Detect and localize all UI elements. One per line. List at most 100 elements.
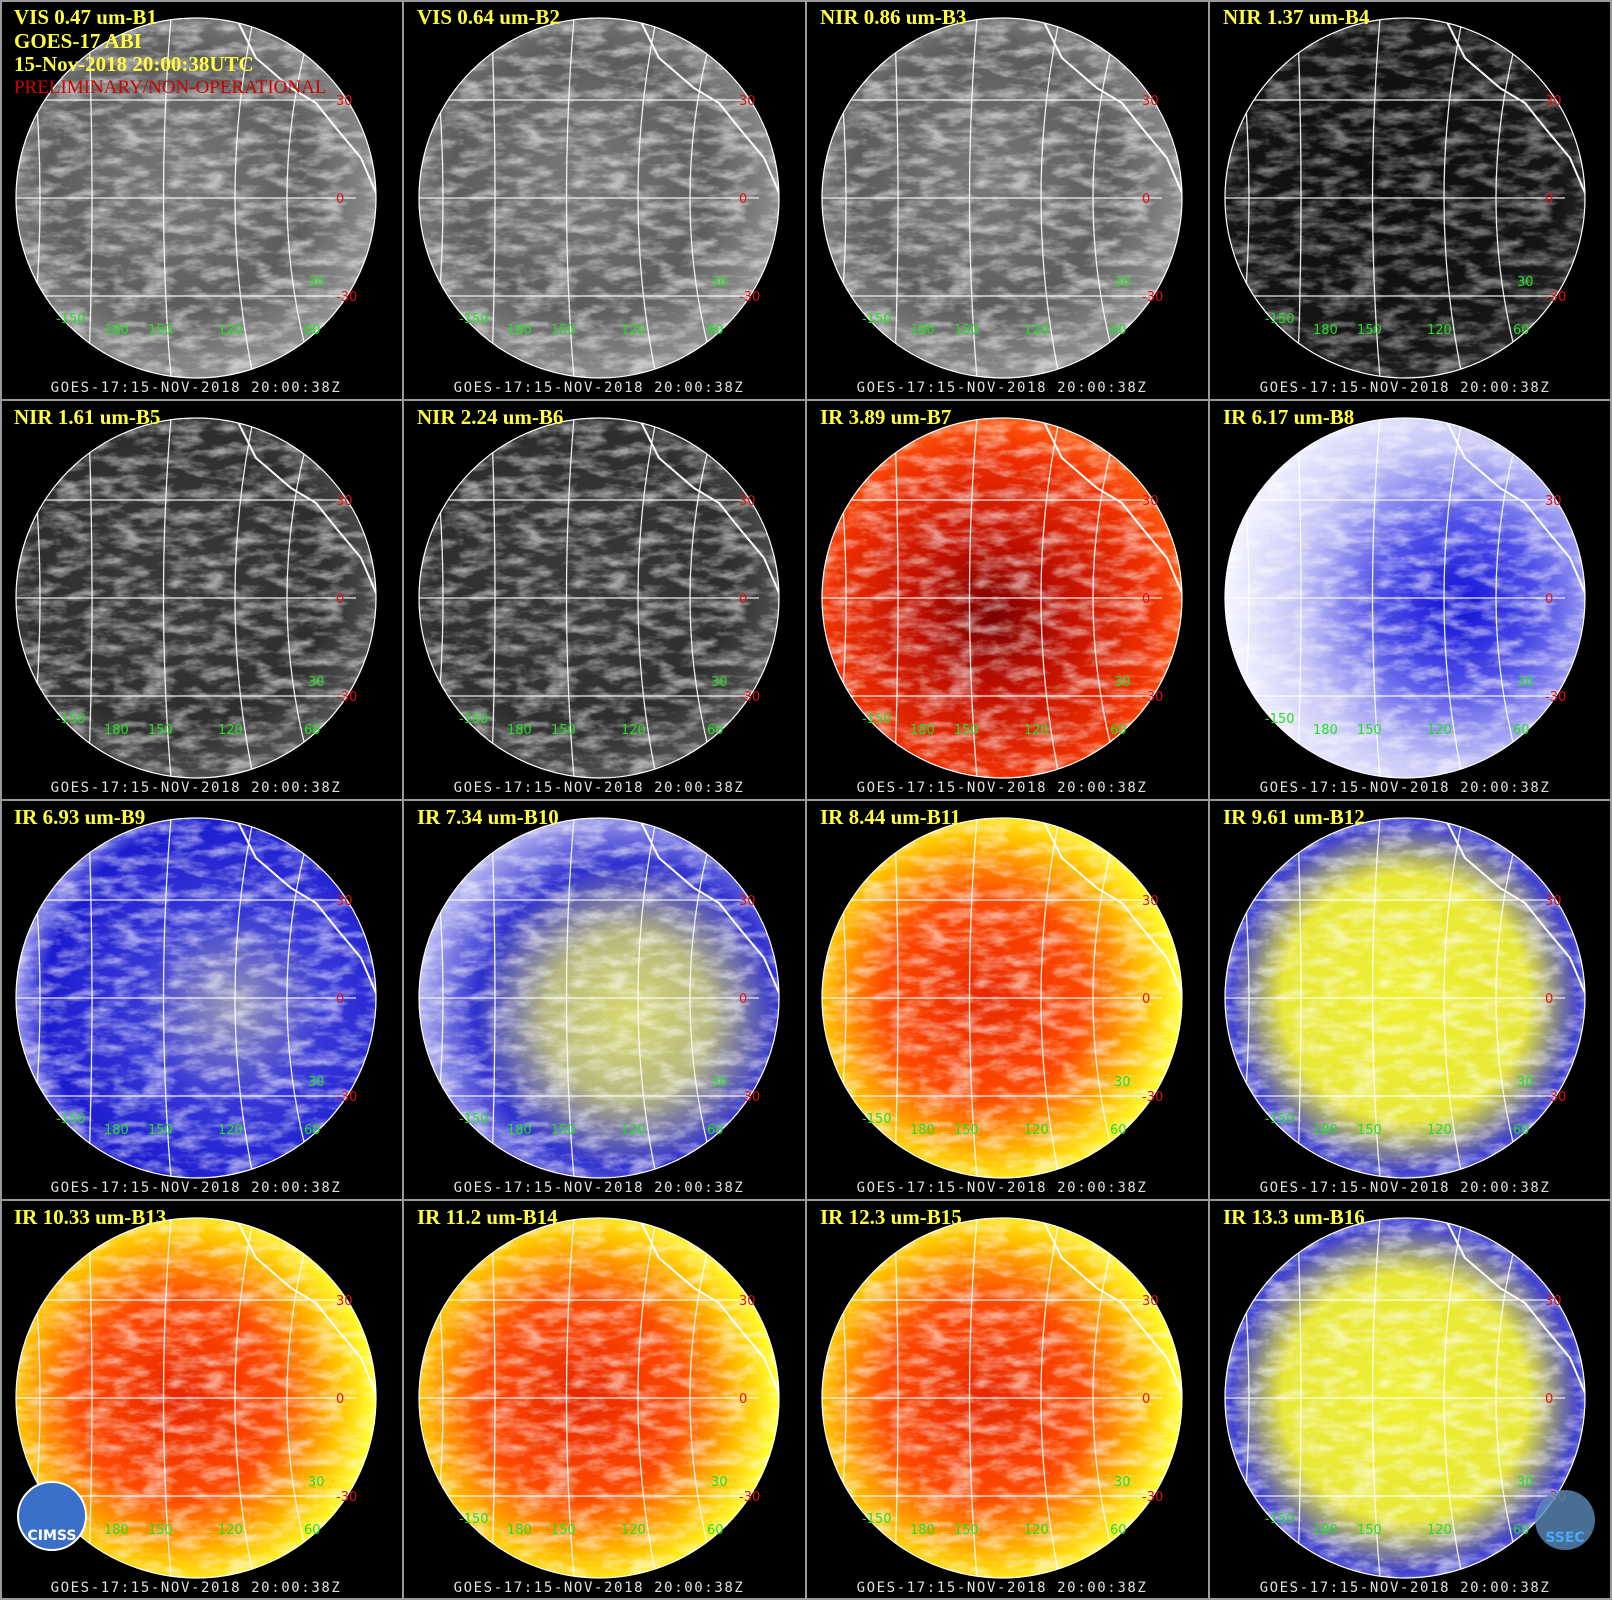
band-panel: 30 0 -30 30 -150 180 150 120 60 IR 6.17 um-B8 GOES…: [1223, 405, 1586, 796]
logo-badge: [17, 1481, 87, 1551]
longitude-label: 180: [507, 1523, 532, 1538]
latitude-label: 30: [739, 1294, 756, 1309]
meridian: [1371, 818, 1381, 1178]
longitude-label: 30: [1517, 1075, 1534, 1090]
longitude-label: -150: [862, 1512, 892, 1527]
longitude-label: 150: [1357, 323, 1382, 338]
latitude-label: -30: [1545, 290, 1566, 305]
earth-limb: [821, 817, 1183, 1179]
meridian: [162, 818, 172, 1178]
meridian: [1296, 418, 1302, 778]
logo-badge: [1535, 1490, 1595, 1550]
coastline: [235, 18, 376, 194]
longitude-label: 60: [304, 323, 321, 338]
coastline: [1444, 418, 1585, 594]
meridian: [1040, 1218, 1061, 1578]
latitude-label: -30: [336, 690, 357, 705]
longitude-label: 30: [711, 1075, 728, 1090]
longitude-label: 150: [954, 1523, 979, 1538]
timestamp-footer: GOES-17:15-NOV-2018 20:00:38Z: [1260, 1180, 1551, 1196]
longitude-label: 120: [1024, 323, 1049, 338]
band-panel: 30 0 -30 30 -150 180 150 120 60 VIS 0.64 um-B2 GOE…: [417, 5, 780, 396]
longitude-label: 180: [507, 1123, 532, 1138]
timestamp-footer: GOES-17:15-NOV-2018 20:00:38Z: [454, 1180, 745, 1196]
longitude-label: 30: [308, 1075, 325, 1090]
coastline: [1041, 818, 1182, 994]
latitude-label: -30: [1545, 690, 1566, 705]
longitude-label: 30: [1517, 1475, 1534, 1490]
longitude-label: 60: [707, 1523, 724, 1538]
longitude-label: 30: [1517, 675, 1534, 690]
meridian: [893, 818, 899, 1178]
meridian: [286, 18, 315, 378]
longitude-label: 120: [621, 723, 646, 738]
longitude-label: 60: [1110, 723, 1127, 738]
longitude-label: 120: [621, 1123, 646, 1138]
latitude-label: 0: [1142, 192, 1150, 207]
timestamp-footer: GOES-17:15-NOV-2018 20:00:38Z: [1260, 780, 1551, 796]
meridian: [893, 18, 899, 378]
earth-limb: [821, 417, 1183, 779]
meridian: [234, 18, 255, 378]
latitude-label: 30: [1545, 94, 1562, 109]
meridian: [1092, 18, 1121, 378]
meridian: [1443, 18, 1464, 378]
band-title: VIS 0.64 um-B2: [417, 5, 560, 29]
coastline: [638, 1218, 779, 1394]
longitude-label: -150: [1265, 1112, 1295, 1127]
graticule: [16, 818, 376, 1178]
latitude-label: 30: [1545, 894, 1562, 909]
longitude-label: 150: [148, 1123, 173, 1138]
meridian: [968, 418, 978, 778]
meridian: [286, 818, 315, 1178]
earth-limb: [821, 1217, 1183, 1579]
coastline: [235, 418, 376, 594]
band-panel: 30 0 -30 30 -150 180 150 120 60 NIR 1.37 um-B4 GOE…: [1223, 5, 1586, 396]
longitude-label: 180: [507, 323, 532, 338]
timestamp-footer: GOES-17:15-NOV-2018 20:00:38Z: [1260, 380, 1551, 396]
meridian: [689, 18, 718, 378]
longitude-label: 30: [1114, 275, 1131, 290]
band-title: IR 6.17 um-B8: [1223, 405, 1354, 429]
longitude-label: 30: [1114, 1475, 1131, 1490]
latitude-label: -30: [739, 690, 760, 705]
latitude-label: 0: [739, 192, 747, 207]
band-title: NIR 1.61 um-B5: [14, 405, 160, 429]
earth-limb: [15, 17, 377, 379]
longitude-label: 120: [621, 1523, 646, 1538]
band-title: NIR 1.37 um-B4: [1223, 5, 1370, 29]
meridian: [1443, 818, 1464, 1178]
longitude-label: 180: [1313, 1523, 1338, 1538]
meridian: [162, 1218, 172, 1578]
meridian: [565, 818, 575, 1178]
longitude-label: 180: [1313, 323, 1338, 338]
earth-limb: [418, 417, 780, 779]
longitude-label: 150: [954, 723, 979, 738]
earth-limb: [15, 1217, 377, 1579]
latitude-label: 0: [1545, 992, 1553, 1007]
band-panel: 30 0 -30 30 -150 180 150 120 60 NIR 1.61 um-B5 GOE…: [14, 405, 377, 796]
longitude-label: 60: [707, 723, 724, 738]
meridian: [565, 18, 575, 378]
longitude-label: 120: [218, 1523, 243, 1538]
longitude-label: 30: [308, 275, 325, 290]
meridian: [1092, 418, 1121, 778]
latitude-label: 30: [336, 1294, 353, 1309]
meridian: [490, 418, 496, 778]
coastline: [638, 818, 779, 994]
longitude-label: 120: [1024, 723, 1049, 738]
earth-limb: [418, 17, 780, 379]
meridian: [162, 18, 172, 378]
latitude-label: 30: [336, 894, 353, 909]
longitude-label: 150: [551, 1123, 576, 1138]
longitude-label: 180: [104, 723, 129, 738]
longitude-label: 60: [304, 723, 321, 738]
longitude-label: -150: [459, 1512, 489, 1527]
timestamp-footer: GOES-17:15-NOV-2018 20:00:38Z: [454, 1580, 745, 1596]
longitude-label: 120: [1427, 1123, 1452, 1138]
graticule: [419, 1218, 779, 1578]
coastline: [1041, 418, 1182, 594]
